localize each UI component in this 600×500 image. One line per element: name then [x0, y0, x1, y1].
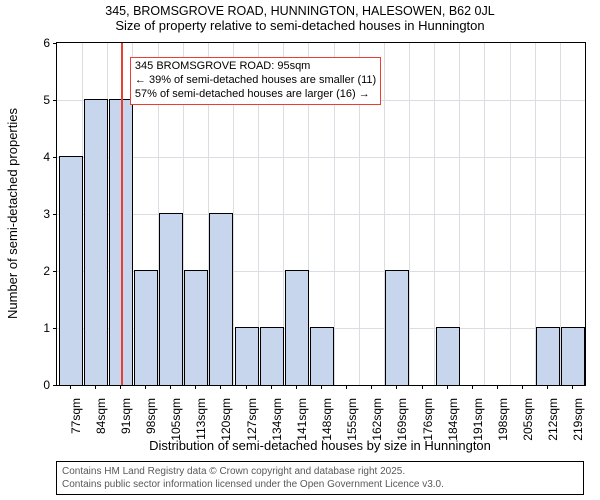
xtick-mark — [447, 385, 448, 389]
histogram-bar — [385, 270, 409, 385]
y-axis-label: Number of semi-detached properties — [5, 108, 20, 319]
histogram-bar — [536, 327, 560, 385]
xtick-label: 127sqm — [245, 398, 259, 441]
ytick-mark — [53, 385, 57, 386]
xtick-mark — [522, 385, 523, 389]
title-line1: 345, BROMSGROVE ROAD, HUNNINGTON, HALESO… — [0, 4, 600, 18]
xtick-label: 191sqm — [471, 398, 485, 441]
ytick-label: 3 — [43, 207, 50, 221]
xtick-label: 219sqm — [571, 398, 585, 441]
xtick-mark — [95, 385, 96, 389]
ytick-mark — [53, 271, 57, 272]
xtick-mark — [296, 385, 297, 389]
property-marker-line — [121, 43, 123, 385]
ytick-mark — [53, 43, 57, 44]
xtick-mark — [497, 385, 498, 389]
xtick-label: 176sqm — [421, 398, 435, 441]
annotation-value: 345 BROMSGROVE ROAD: 95sqm — [135, 60, 376, 74]
gridline-h — [57, 157, 585, 158]
xtick-label: 205sqm — [521, 398, 535, 441]
x-axis-label: Distribution of semi-detached houses by … — [56, 438, 584, 453]
histogram-bar — [84, 99, 108, 385]
histogram-bar — [436, 327, 460, 385]
title-line2: Size of property relative to semi-detach… — [0, 18, 600, 33]
histogram-bar — [159, 213, 183, 385]
histogram-bar — [59, 156, 83, 385]
xtick-label: 184sqm — [446, 398, 460, 441]
attribution-line1: Contains HM Land Registry data © Crown c… — [62, 465, 578, 478]
title-block: 345, BROMSGROVE ROAD, HUNNINGTON, HALESO… — [0, 0, 600, 33]
ytick-mark — [53, 100, 57, 101]
ytick-label: 1 — [43, 321, 50, 335]
xtick-label: 105sqm — [169, 398, 183, 441]
attribution-box: Contains HM Land Registry data © Crown c… — [56, 461, 584, 495]
xtick-label: 134sqm — [270, 398, 284, 441]
xtick-mark — [70, 385, 71, 389]
ytick-label: 4 — [43, 150, 50, 164]
xtick-label: 120sqm — [219, 398, 233, 441]
xtick-mark — [396, 385, 397, 389]
xtick-label: 198sqm — [496, 398, 510, 441]
xtick-label: 84sqm — [94, 398, 108, 434]
annotation-box: 345 BROMSGROVE ROAD: 95sqm← 39% of semi-… — [130, 57, 381, 104]
xtick-mark — [371, 385, 372, 389]
histogram-bar — [209, 213, 233, 385]
xtick-label: 77sqm — [69, 398, 83, 434]
histogram-bar — [235, 327, 259, 385]
gridline-v — [510, 43, 511, 385]
ytick-label: 6 — [43, 36, 50, 50]
y-axis-label-wrap: Number of semi-detached properties — [2, 42, 22, 384]
xtick-label: 98sqm — [144, 398, 158, 434]
xtick-mark — [271, 385, 272, 389]
xtick-label: 162sqm — [370, 398, 384, 441]
annotation-smaller: ← 39% of semi-detached houses are smalle… — [135, 74, 376, 88]
chart-container: 345, BROMSGROVE ROAD, HUNNINGTON, HALESO… — [0, 0, 600, 500]
histogram-bar — [184, 270, 208, 385]
xtick-mark — [321, 385, 322, 389]
histogram-bar — [285, 270, 309, 385]
ytick-mark — [53, 214, 57, 215]
ytick-label: 0 — [43, 378, 50, 392]
xtick-label: 113sqm — [194, 398, 208, 440]
gridline-v — [484, 43, 485, 385]
xtick-mark — [170, 385, 171, 389]
xtick-label: 148sqm — [320, 398, 334, 441]
xtick-label: 91sqm — [119, 398, 133, 434]
histogram-bar — [260, 327, 284, 385]
xtick-mark — [547, 385, 548, 389]
ytick-mark — [53, 328, 57, 329]
xtick-mark — [346, 385, 347, 389]
xtick-mark — [246, 385, 247, 389]
xtick-mark — [572, 385, 573, 389]
xtick-mark — [220, 385, 221, 389]
xtick-mark — [120, 385, 121, 389]
histogram-bar — [134, 270, 158, 385]
plot-area: 012345677sqm84sqm91sqm98sqm105sqm113sqm1… — [56, 42, 586, 386]
xtick-mark — [145, 385, 146, 389]
ytick-mark — [53, 157, 57, 158]
xtick-mark — [472, 385, 473, 389]
xtick-label: 141sqm — [295, 398, 309, 441]
histogram-bar — [310, 327, 334, 385]
ytick-label: 2 — [43, 264, 50, 278]
attribution-line2: Contains public sector information licen… — [62, 478, 578, 491]
xtick-mark — [422, 385, 423, 389]
gridline-h — [57, 214, 585, 215]
annotation-larger: 57% of semi-detached houses are larger (… — [135, 88, 376, 102]
histogram-bar — [561, 327, 585, 385]
xtick-mark — [195, 385, 196, 389]
xtick-label: 212sqm — [546, 398, 560, 441]
xtick-label: 155sqm — [345, 398, 359, 441]
xtick-label: 169sqm — [395, 398, 409, 441]
ytick-label: 5 — [43, 93, 50, 107]
